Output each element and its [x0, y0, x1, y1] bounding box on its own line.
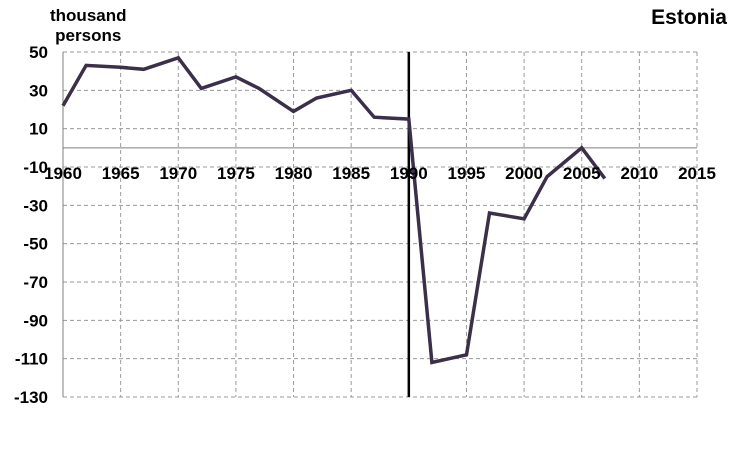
chart-title: Estonia	[651, 6, 727, 29]
x-tick-label: 2015	[678, 164, 716, 183]
x-tick-label: 1990	[390, 164, 428, 183]
series-line	[61, 55, 607, 365]
y-tick-label: -90	[23, 311, 48, 330]
x-tick-label: 1985	[332, 164, 370, 183]
x-tick-label: 1965	[102, 164, 140, 183]
y-axis-unit-label: thousand persons	[50, 6, 127, 46]
x-tick-label: 2005	[563, 164, 601, 183]
y-tick-labels: 50 30 10 -10 -30 -50 -70 -90 -110 -130	[14, 43, 48, 407]
grid-lines	[62, 51, 698, 398]
unit-label-line-2: persons	[55, 26, 122, 45]
y-tick-label: 10	[29, 120, 48, 139]
x-tick-label: 1975	[217, 164, 255, 183]
y-tick-label: -110	[15, 350, 48, 369]
x-tick-label: 2000	[505, 164, 543, 183]
x-tick-label: 2010	[620, 164, 658, 183]
unit-label-line-1: thousand	[50, 6, 127, 25]
x-tick-label: 1995	[448, 164, 486, 183]
y-tick-label: 30	[29, 81, 48, 100]
x-tick-label: 1970	[159, 164, 197, 183]
y-tick-label: -70	[23, 273, 48, 292]
x-tick-label: 1960	[44, 164, 82, 183]
y-tick-label: -50	[23, 235, 48, 254]
axes	[62, 52, 697, 397]
y-tick-label: -130	[14, 388, 48, 407]
y-tick-label: 50	[29, 43, 48, 62]
x-tick-labels: 1960 1965 1970 1975 1980 1985 1990 1995 2000 2005…	[44, 164, 716, 183]
y-tick-label: -10	[23, 158, 48, 177]
y-tick-label: -30	[23, 196, 48, 215]
data-series	[61, 55, 607, 365]
x-tick-label: 1980	[275, 164, 313, 183]
